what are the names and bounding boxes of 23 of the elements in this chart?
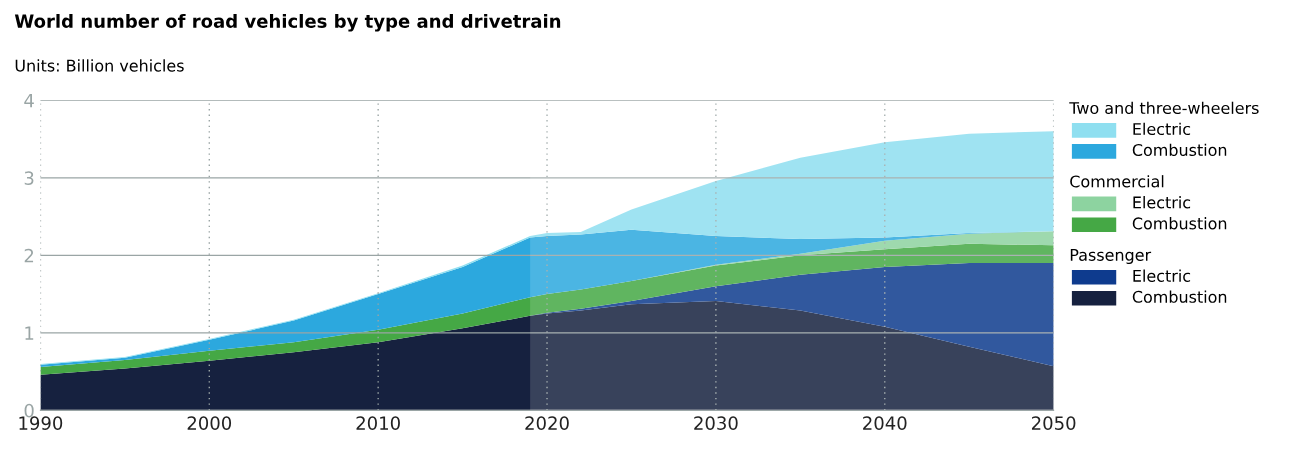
text: Two and three-wheelers	[1069, 101, 1259, 115]
legend-label: Combustion	[1132, 290, 1227, 303]
legend-label: Electric	[1133, 196, 1191, 209]
legend-label: Electric	[1133, 122, 1191, 136]
y-tick-label: 2	[24, 248, 34, 263]
y-tick-label: 3	[24, 171, 34, 185]
text: Passenger	[1070, 249, 1152, 264]
legend-label: Combustion	[1132, 143, 1227, 157]
y-tick-label: 0	[24, 403, 34, 418]
x-tick-label: 2050	[1031, 416, 1076, 430]
legend-label: Electric	[1133, 269, 1191, 282]
x-tick-label: 2010	[356, 416, 400, 430]
chart-title: World number of road vehicles by type and drivetrain	[14, 13, 561, 32]
x-tick-label: 2030	[694, 416, 738, 430]
x-tick-label: 1990	[19, 416, 63, 430]
y-tick-label: 4	[24, 94, 34, 108]
legend-label: Combustion	[1132, 217, 1227, 230]
x-tick-label: 2020	[525, 416, 569, 430]
text: Commercial	[1070, 175, 1164, 188]
chart-subtitle: Units: Billion vehicles	[15, 59, 184, 72]
x-tick-label: 2040	[863, 416, 907, 430]
x-tick-label: 2000	[187, 416, 232, 430]
y-tick-label: 1	[25, 326, 34, 340]
